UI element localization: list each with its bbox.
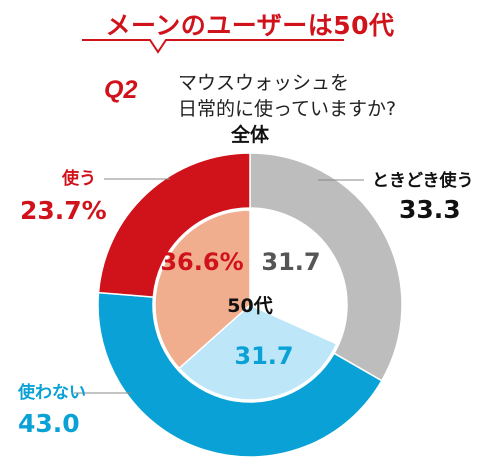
fifties-slice-never <box>178 304 338 401</box>
fifties-slice-occasionally <box>249 209 346 345</box>
fifties-chart-title: 50代 <box>227 295 272 317</box>
overall-value-label-use: 23.7% <box>20 196 107 225</box>
fifties-value-label-use: 36.6% <box>160 248 243 276</box>
fifties-slice-use <box>154 209 251 370</box>
fifties-value-label-occasionally: 31.7 <box>261 248 320 276</box>
label-leaders <box>74 178 364 394</box>
overall-category-label-occasionally: ときどき使う <box>372 170 474 191</box>
question-text-line1: マウスウォッシュを <box>178 72 350 94</box>
overall-slice-never <box>97 291 383 458</box>
banner-title: メーンのユーザーは50代 <box>105 11 395 40</box>
question-text-line2: 日常的に使っていますか? <box>178 98 397 120</box>
question-text: マウスウォッシュを 日常的に使っていますか? <box>178 70 396 122</box>
question-label: Q2 <box>104 76 138 104</box>
fifties-value-label-never: 31.7 <box>234 342 293 370</box>
overall-chart-title: 全体 <box>230 124 269 146</box>
chart-labels: ときどき使う 33.3 使わない 43.0 使う 23.7% 31.7 31.7 36.6% 50… <box>17 168 474 438</box>
overall-value-label-never: 43.0 <box>18 409 80 438</box>
overall-category-label-never: 使わない <box>17 382 86 403</box>
overall-category-label-use: 使う <box>61 168 96 189</box>
fifties-pie <box>154 209 346 401</box>
banner-underline <box>82 39 344 54</box>
overall-value-label-occasionally: 33.3 <box>399 195 461 224</box>
